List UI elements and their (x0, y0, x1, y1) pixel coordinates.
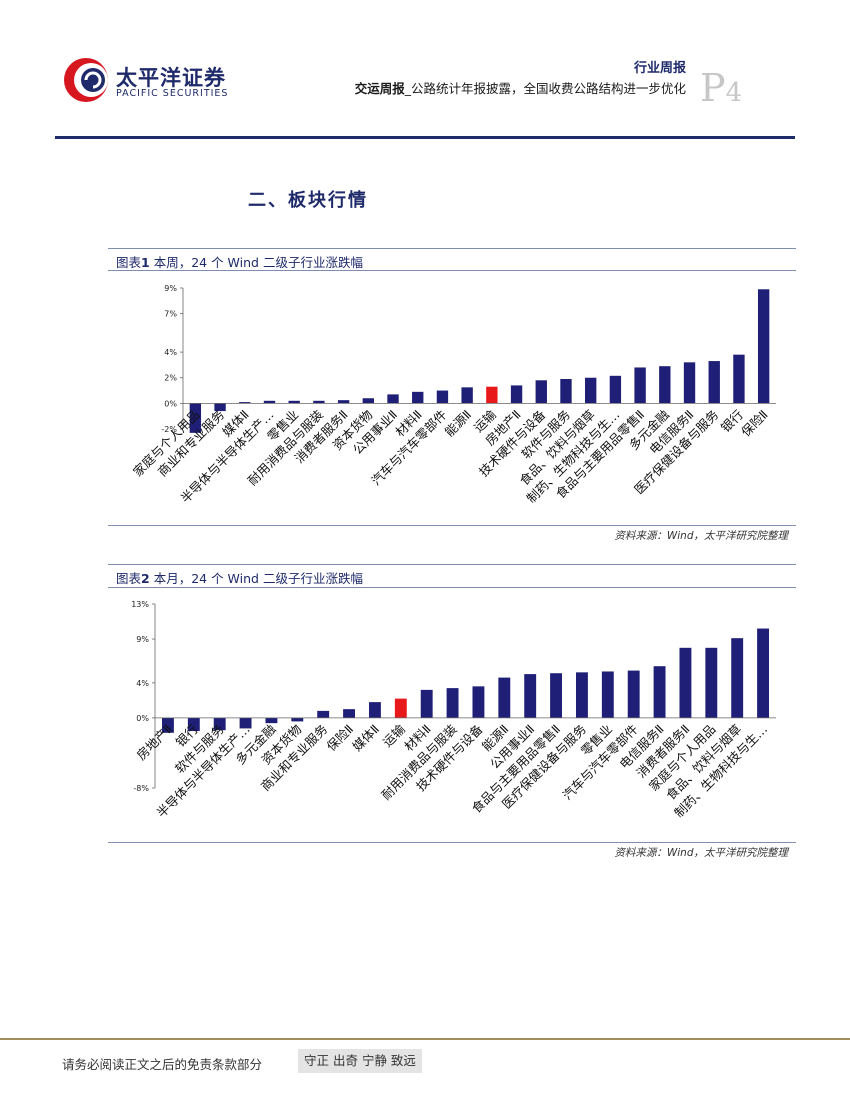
chart2-bar (498, 677, 511, 718)
chart2-ytick-label: 0% (136, 714, 149, 723)
figure1-bar-chart: -2%0%2%4%7%9%家庭与个人用品商业和专业服务媒体Ⅱ半导体与半导体生产…… (130, 284, 776, 506)
chart2-bar (265, 717, 278, 724)
chart2-bar (343, 709, 356, 718)
chart1-bar (263, 400, 276, 404)
chart2-bar (213, 717, 226, 731)
chart1-ytick-label: 9% (164, 284, 177, 293)
chart2-bar (575, 672, 588, 718)
report-title-bold: 交运周报 (354, 81, 405, 96)
chart1-bar (387, 394, 399, 404)
chart1-ytick-label: -2% (161, 425, 177, 434)
page-number: P4 (700, 66, 742, 110)
chart2-category-label: 媒体Ⅱ (349, 721, 382, 754)
chart2-bar (627, 670, 640, 718)
chart2-bar (187, 717, 200, 732)
chart1-ytick-label: 2% (164, 374, 177, 383)
chart1-category-label: 能源Ⅱ (442, 407, 475, 440)
chart1-bar (337, 400, 350, 404)
chart2-ytick-label: 13% (131, 600, 149, 609)
chart1-bar (683, 362, 696, 404)
figure2-top-rule (108, 564, 796, 565)
chart1-bar (189, 403, 202, 433)
chart2-bar (653, 666, 666, 718)
chart1-bar (412, 391, 424, 404)
chart1-ytick-label: 4% (164, 348, 177, 357)
chart2-bar (550, 673, 563, 718)
chart2-bar (705, 647, 718, 718)
pacific-securities-logo-icon (64, 58, 108, 102)
footer-divider (0, 1038, 850, 1040)
chart1-bar (313, 400, 325, 404)
chart2-ytick-label: 4% (136, 679, 149, 688)
chart1-bar (585, 377, 597, 404)
report-title-rest: _公路统计年报披露，全国收费公路结构进一步优化 (404, 81, 686, 96)
chart2-bar (161, 717, 174, 733)
chart2-ytick-label: -8% (133, 784, 149, 793)
chart1-bar (708, 361, 720, 404)
page-digit: 4 (725, 78, 743, 108)
chart1-bar (560, 379, 572, 404)
logo-en-text: PACIFIC SECURITIES (116, 88, 229, 99)
figure1-top-rule (108, 248, 796, 249)
figure2-caption-prefix: 图表 (116, 571, 142, 586)
figure2-source: 资料来源：Wind，太平洋研究院整理 (614, 847, 788, 859)
chart2-bar (239, 717, 252, 729)
figure2-caption-num: 2 (141, 571, 150, 586)
chart2-bar (420, 689, 433, 718)
chart1-bar (214, 403, 226, 412)
chart2-bar (317, 710, 330, 718)
chart1-bar (510, 385, 523, 404)
figure2-caption-text: 本月，24 个 Wind 二级子行业涨跌幅 (153, 571, 363, 586)
chart2-bar (601, 671, 614, 718)
chart1-bar (733, 354, 745, 404)
figure1-caption: 图表1 本周，24 个 Wind 二级子行业涨跌幅 (116, 252, 363, 271)
chart1-ytick-label: 7% (164, 310, 177, 319)
chart2-bar (291, 717, 304, 722)
chart1-bar (461, 387, 473, 404)
footer-motto: 守正 出奇 宁静 致远 (298, 1049, 422, 1073)
chart2-bar (757, 628, 770, 718)
figure1-caption-rule (108, 270, 796, 271)
report-category: 行业周报 (633, 61, 686, 76)
header-divider (55, 136, 795, 139)
footer-disclaimer: 请务必阅读正文之后的免责条款部分 (62, 1057, 263, 1072)
chart1-bar (535, 380, 547, 404)
chart1-bar (486, 386, 498, 404)
page-letter: P (700, 66, 726, 110)
chart1-bar (634, 367, 646, 404)
figure1-caption-num: 1 (141, 255, 150, 270)
chart2-bar (472, 686, 485, 718)
figure1-bottom-rule (108, 525, 796, 526)
chart2-bar (524, 674, 537, 718)
chart2-bar (731, 638, 744, 718)
chart2-bar (446, 688, 459, 718)
figure2-caption-rule (108, 587, 796, 588)
figure2-bar-chart: -8%0%4%9%13%房地产Ⅱ银行软件与服务半导体与半导体生产…多元金融资本货… (131, 600, 776, 820)
logo-cn-text: 太平洋证券 (116, 66, 226, 90)
chart1-bar (288, 400, 300, 404)
chart1-bar (362, 398, 374, 404)
chart1-bar (757, 289, 770, 404)
chart1-bar (609, 375, 622, 404)
figure1-caption-text: 本周，24 个 Wind 二级子行业涨跌幅 (153, 255, 363, 270)
chart1-ytick-label: 0% (164, 399, 177, 408)
report-title: 交运周报_公路统计年报披露，全国收费公路结构进一步优化 (355, 78, 686, 97)
chart1-category-label: 保险Ⅱ (738, 407, 771, 440)
chart2-bar (679, 647, 692, 718)
section-title: 二、板块行情 (248, 190, 368, 211)
chart2-ytick-label: 9% (136, 635, 149, 644)
figure2-caption: 图表2 本月，24 个 Wind 二级子行业涨跌幅 (116, 568, 363, 587)
chart2-bar (394, 698, 407, 718)
chart1-bar (436, 390, 449, 404)
figure2-bottom-rule (108, 842, 796, 843)
chart1-bar (239, 402, 251, 404)
chart1-bar (659, 366, 671, 404)
chart2-bar (368, 702, 381, 718)
figure1-source: 资料来源：Wind，太平洋研究院整理 (614, 530, 788, 542)
chart2-category-label: 保险Ⅱ (324, 721, 357, 754)
chart2-category-label: 房地产Ⅱ (134, 721, 175, 762)
figure1-caption-prefix: 图表 (116, 255, 142, 270)
